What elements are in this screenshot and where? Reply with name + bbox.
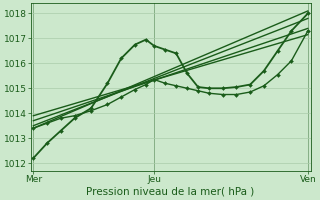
X-axis label: Pression niveau de la mer( hPa ): Pression niveau de la mer( hPa ) (86, 187, 255, 197)
